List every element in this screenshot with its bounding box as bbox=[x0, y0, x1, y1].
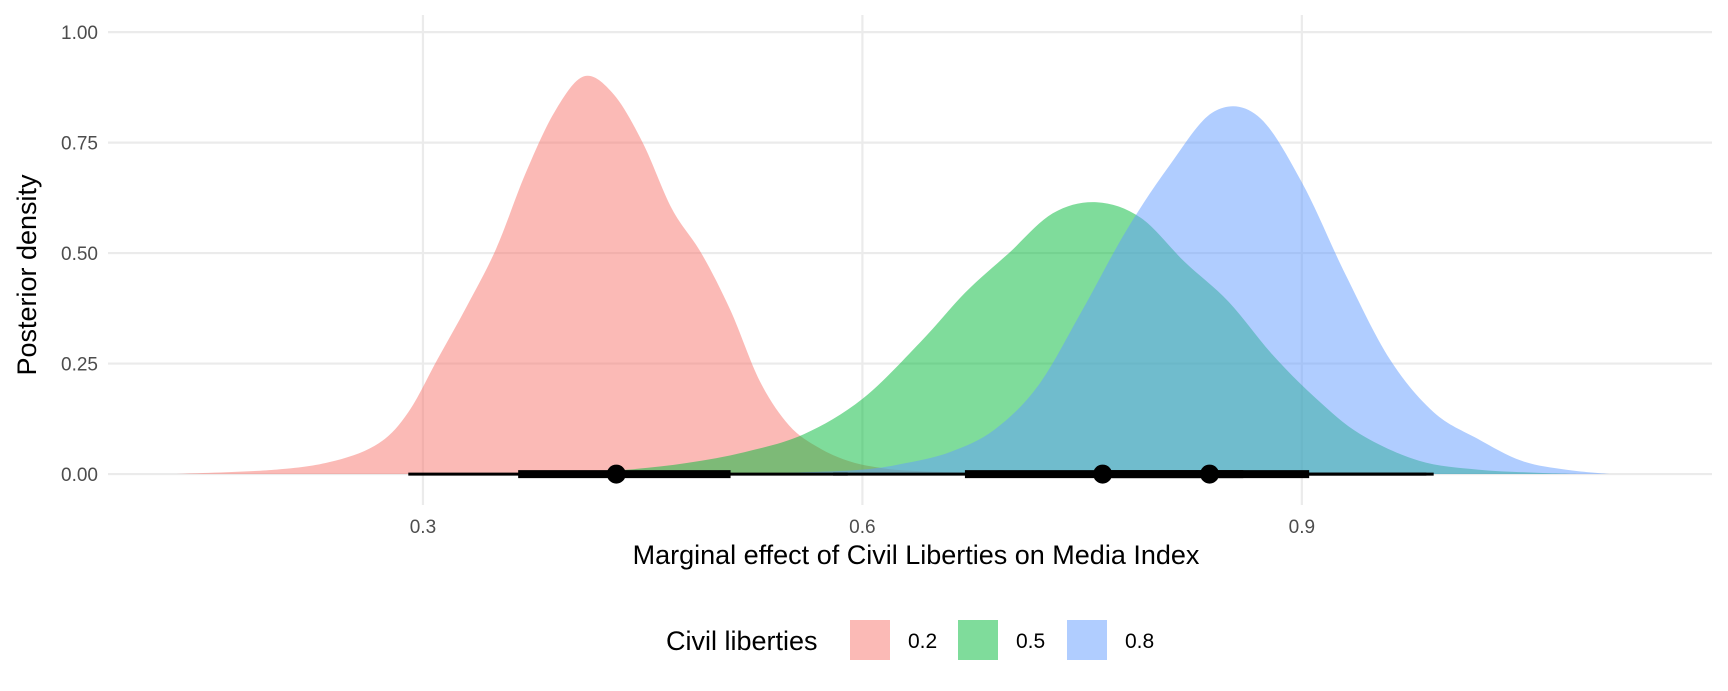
density-areas bbox=[174, 76, 1610, 474]
x-tick-label-0.9: 0.9 bbox=[1289, 517, 1315, 538]
legend: Civil liberties 0.2 0.5 0.8 bbox=[666, 620, 1154, 660]
x-tick-label-0.3: 0.3 bbox=[410, 517, 436, 538]
y-tick-label-0.00: 0.00 bbox=[61, 465, 98, 486]
legend-swatch-0.2 bbox=[850, 620, 890, 660]
y-tick-label-0.50: 0.50 bbox=[61, 244, 98, 265]
y-tick-label-0.25: 0.25 bbox=[61, 355, 98, 376]
y-axis-title: Posterior density bbox=[12, 174, 42, 376]
point-estimate-0.2 bbox=[607, 465, 626, 484]
legend-title: Civil liberties bbox=[666, 626, 818, 656]
x-axis-title: Marginal effect of Civil Liberties on Me… bbox=[633, 540, 1200, 570]
legend-label-0.5: 0.5 bbox=[1016, 630, 1045, 653]
legend-label-0.8: 0.8 bbox=[1125, 630, 1154, 653]
y-tick-label-0.75: 0.75 bbox=[61, 134, 98, 155]
y-tick-label-1.00: 1.00 bbox=[61, 23, 98, 44]
legend-label-0.2: 0.2 bbox=[908, 630, 937, 653]
point-estimate-0.8 bbox=[1200, 465, 1219, 484]
point-estimate-0.5 bbox=[1093, 465, 1112, 484]
legend-swatch-0.5 bbox=[958, 620, 998, 660]
legend-swatch-0.8 bbox=[1067, 620, 1107, 660]
x-tick-label-0.6: 0.6 bbox=[849, 517, 875, 538]
